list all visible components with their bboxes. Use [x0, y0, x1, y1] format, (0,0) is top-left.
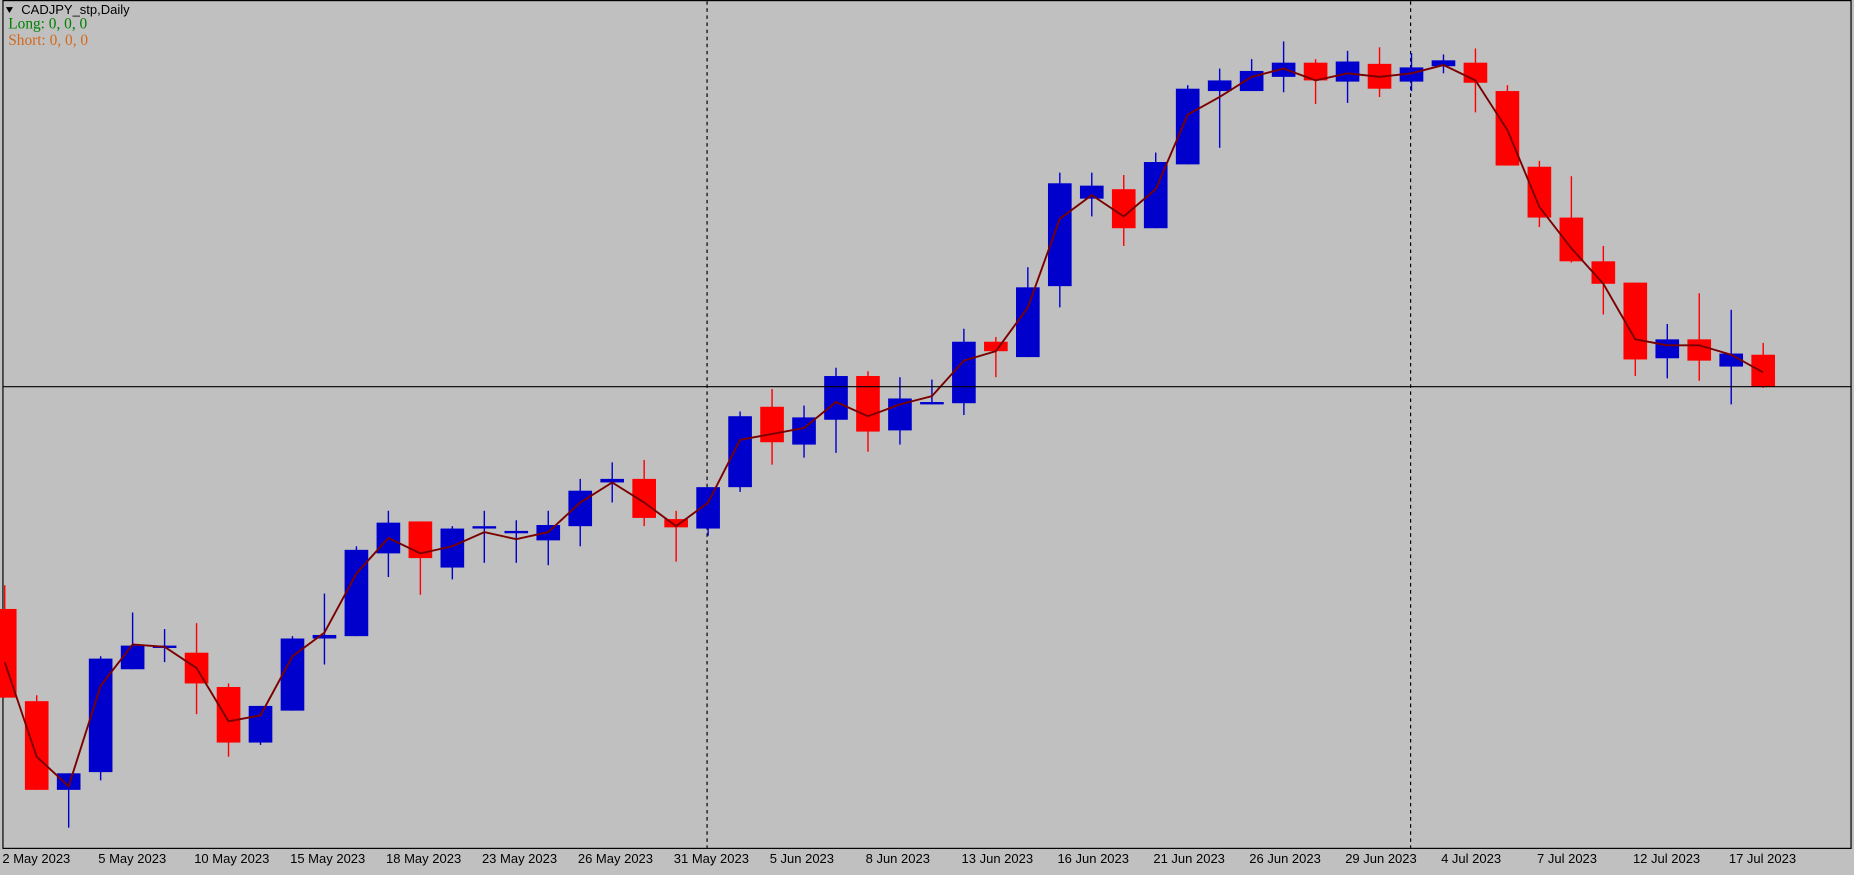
- candle-body: [1591, 261, 1616, 284]
- short-stats: Short: 0, 0, 0: [8, 32, 88, 49]
- moving-average: [3, 64, 1764, 789]
- candle-body: [920, 402, 944, 405]
- candle-body: [696, 487, 720, 529]
- candle-body: [1495, 91, 1520, 166]
- candle-body: [56, 773, 81, 790]
- candle-body: [120, 645, 145, 670]
- x-tick-label: 23 May 2023: [482, 851, 557, 866]
- candle-body: [632, 478, 656, 518]
- candle-body: [856, 376, 880, 432]
- candle-body: [1655, 339, 1680, 359]
- candle-body: [0, 608, 17, 698]
- candle-body: [1431, 60, 1456, 67]
- x-tick-label: 12 Jul 2023: [1633, 851, 1700, 866]
- candle-body: [344, 549, 369, 637]
- candle-body: [1335, 61, 1360, 82]
- candle-body: [1623, 282, 1648, 360]
- candle-body: [664, 519, 688, 528]
- candle-body: [760, 406, 784, 443]
- candle-body: [1527, 166, 1552, 218]
- chart-title: CADJPY_stp,Daily: [21, 2, 130, 17]
- candle-body: [504, 530, 529, 534]
- candle-body: [888, 398, 912, 431]
- candle-body: [1143, 162, 1168, 229]
- candle-body: [1303, 62, 1328, 81]
- candle-body: [1751, 354, 1776, 387]
- long-stats: Long: 0, 0, 0: [8, 15, 87, 32]
- x-tick-label: 4 Jul 2023: [1441, 851, 1501, 866]
- x-tick-label: 2 May 2023: [2, 851, 70, 866]
- x-tick-label: 7 Jul 2023: [1537, 851, 1597, 866]
- x-tick-label: 29 Jun 2023: [1345, 851, 1417, 866]
- x-tick-label: 18 May 2023: [386, 851, 461, 866]
- candle-body: [600, 478, 625, 483]
- candle-body: [1175, 88, 1200, 165]
- candle-body: [952, 341, 976, 404]
- candle-body: [1079, 185, 1104, 199]
- x-tick-label: 13 Jun 2023: [962, 851, 1034, 866]
- x-tick-label: 26 May 2023: [578, 851, 653, 866]
- x-tick-label: 21 Jun 2023: [1153, 851, 1225, 866]
- candle-body: [312, 634, 337, 639]
- candle-body: [472, 526, 497, 529]
- plot-area: [0, 41, 1852, 828]
- x-tick-label: 17 Jul 2023: [1729, 851, 1796, 866]
- candle-body: [88, 658, 113, 773]
- candle-body: [824, 376, 848, 420]
- candle-body: [1687, 339, 1712, 361]
- candle-body: [1047, 183, 1072, 287]
- x-tick-label: 10 May 2023: [194, 851, 269, 866]
- candle-body: [984, 341, 1008, 352]
- x-tick-label: 16 Jun 2023: [1057, 851, 1129, 866]
- x-tick-label: 5 Jun 2023: [770, 851, 834, 866]
- collapse-icon[interactable]: [5, 7, 14, 14]
- x-tick-label: 5 May 2023: [98, 851, 166, 866]
- candle-body: [1719, 353, 1744, 367]
- x-tick-label: 8 Jun 2023: [866, 851, 930, 866]
- candle-body: [24, 701, 49, 790]
- candle-body: [728, 416, 752, 488]
- plot-frame: [2, 0, 1852, 849]
- candle-body: [1207, 80, 1232, 92]
- candle-body: [216, 686, 241, 743]
- candle-body: [280, 638, 305, 711]
- candle-body: [1111, 189, 1136, 229]
- x-tick-label: 31 May 2023: [674, 851, 749, 866]
- x-tick-label: 26 Jun 2023: [1249, 851, 1321, 866]
- candle-body: [1016, 287, 1040, 358]
- candle-body: [568, 490, 593, 527]
- candle-body: [440, 528, 465, 568]
- candle-body: [408, 521, 433, 559]
- candle-body: [248, 705, 273, 743]
- x-tick-label: 15 May 2023: [290, 851, 365, 866]
- candle-body: [1559, 217, 1584, 262]
- candle-body: [1271, 62, 1296, 77]
